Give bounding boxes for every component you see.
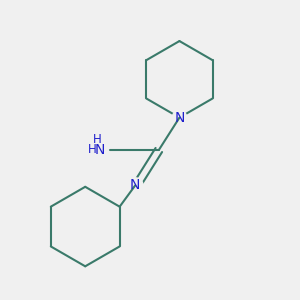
Text: N: N bbox=[130, 178, 140, 192]
Text: N: N bbox=[174, 111, 184, 124]
Text: N: N bbox=[95, 143, 105, 157]
Text: H: H bbox=[88, 143, 97, 157]
Text: H: H bbox=[93, 133, 101, 146]
